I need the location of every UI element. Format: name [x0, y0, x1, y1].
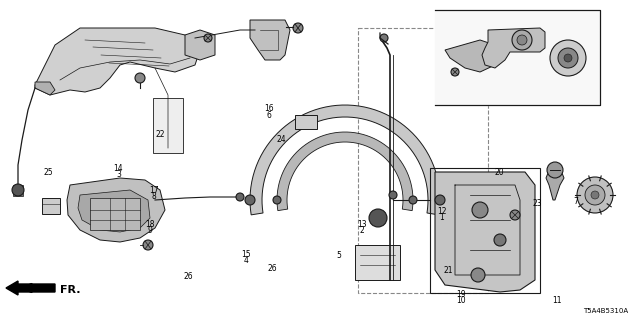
Text: 26: 26 [184, 272, 194, 281]
Circle shape [510, 210, 520, 220]
Circle shape [517, 35, 527, 45]
Circle shape [380, 34, 388, 42]
Polygon shape [277, 132, 413, 211]
Text: T5A4B5310A: T5A4B5310A [583, 308, 628, 314]
Text: 8: 8 [151, 192, 156, 201]
Text: 14: 14 [113, 164, 124, 172]
Text: 9: 9 [148, 226, 153, 235]
Text: 7: 7 [573, 197, 579, 206]
Circle shape [564, 54, 572, 62]
Circle shape [369, 209, 387, 227]
Text: 2: 2 [359, 226, 364, 235]
Bar [42, 198, 60, 214]
Circle shape [451, 68, 459, 76]
Text: 24: 24 [276, 135, 287, 144]
Text: 23: 23 [532, 199, 543, 208]
Circle shape [245, 195, 255, 205]
Text: 18: 18 [146, 220, 155, 228]
Text: FR.: FR. [60, 285, 81, 295]
Text: 11: 11 [552, 296, 561, 305]
Text: 26: 26 [267, 264, 277, 273]
Circle shape [135, 73, 145, 83]
Text: 15: 15 [241, 250, 252, 259]
Circle shape [389, 191, 397, 199]
Text: 13: 13 [356, 220, 367, 228]
Bar [295, 115, 317, 129]
Text: 3: 3 [116, 170, 121, 179]
Text: 20: 20 [494, 168, 504, 177]
Text: 17: 17 [148, 186, 159, 195]
Bar [430, 168, 540, 293]
Polygon shape [35, 82, 55, 95]
Polygon shape [435, 172, 535, 292]
Text: 19: 19 [456, 290, 466, 299]
Polygon shape [13, 185, 23, 196]
Circle shape [409, 196, 417, 204]
Polygon shape [445, 40, 495, 72]
Text: 12: 12 [437, 207, 446, 216]
Polygon shape [250, 20, 290, 60]
Circle shape [143, 240, 153, 250]
Circle shape [273, 196, 281, 204]
Polygon shape [250, 105, 440, 215]
Circle shape [512, 30, 532, 50]
Circle shape [577, 177, 613, 213]
Circle shape [471, 268, 485, 282]
Circle shape [550, 40, 586, 76]
Text: 25: 25 [43, 168, 53, 177]
Bar [90, 198, 140, 230]
Text: 10: 10 [456, 296, 466, 305]
Circle shape [494, 234, 506, 246]
Polygon shape [482, 28, 545, 68]
Circle shape [547, 162, 563, 178]
Text: 4: 4 [244, 256, 249, 265]
Circle shape [12, 184, 24, 196]
Bar [355, 245, 400, 280]
Circle shape [472, 202, 488, 218]
Text: 21: 21 [444, 266, 452, 275]
Circle shape [293, 23, 303, 33]
Circle shape [236, 193, 244, 201]
Polygon shape [185, 30, 215, 60]
Circle shape [585, 185, 605, 205]
FancyArrow shape [6, 281, 55, 295]
Bar [153, 98, 183, 153]
Text: 6: 6 [266, 111, 271, 120]
Text: 16: 16 [264, 104, 274, 113]
Text: 5: 5 [337, 252, 342, 260]
Circle shape [591, 191, 599, 199]
Polygon shape [67, 178, 165, 242]
Polygon shape [35, 28, 200, 95]
Bar [358, 28, 488, 293]
Circle shape [435, 195, 445, 205]
Text: 1: 1 [439, 213, 444, 222]
Polygon shape [78, 190, 150, 232]
Circle shape [558, 48, 578, 68]
Circle shape [204, 34, 212, 42]
Text: 22: 22 [156, 130, 164, 139]
Polygon shape [546, 173, 564, 200]
